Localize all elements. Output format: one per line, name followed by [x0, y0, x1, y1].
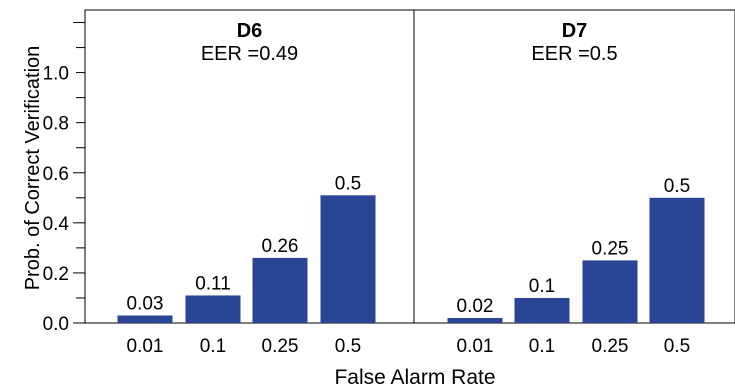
x-tick-label: 0.5	[335, 336, 361, 357]
bar-0.5	[649, 197, 705, 323]
y-tick-label: 0.8	[43, 114, 69, 135]
y-axis-label: Prob. of Correct Verification	[22, 46, 44, 291]
x-tick-label: 0.1	[200, 336, 226, 357]
bar-value-label: 0.1	[529, 276, 555, 297]
y-tick-label: 0.0	[43, 314, 69, 335]
bar-value-label: 0.5	[335, 173, 361, 194]
bar-value-label: 0.02	[457, 296, 494, 317]
x-tick-label: 0.1	[529, 336, 555, 357]
bar-0.01	[447, 317, 503, 323]
panel-subtitle: EER =0.5	[531, 43, 617, 65]
panel-frame-D7	[413, 9, 735, 324]
bar-0.1	[185, 295, 241, 323]
x-tick-label: 0.5	[664, 336, 690, 357]
bar-0.25	[582, 260, 638, 323]
bar-0.25	[252, 257, 308, 323]
bar-value-label: 0.11	[195, 273, 231, 294]
x-tick-label: 0.01	[127, 336, 164, 357]
y-tick-label: 0.6	[43, 164, 69, 185]
panel-title: D7	[562, 20, 588, 42]
bar-value-label: 0.26	[262, 236, 299, 257]
x-tick-label: 0.25	[592, 336, 629, 357]
bar-0.5	[320, 195, 376, 323]
bar-0.01	[117, 315, 173, 323]
x-tick-label: 0.01	[457, 336, 494, 357]
y-tick-label: 1.0	[43, 64, 69, 85]
panel-title: D6	[237, 20, 263, 42]
bar-value-label: 0.03	[127, 293, 164, 314]
y-tick-label: 0.2	[43, 264, 69, 285]
x-tick-label: 0.25	[262, 336, 299, 357]
x-axis-label: False Alarm Rate	[334, 366, 495, 389]
bar-0.1	[514, 297, 570, 323]
bar-value-label: 0.25	[592, 238, 629, 259]
bar-value-label: 0.5	[664, 176, 690, 197]
y-tick-label: 0.4	[43, 214, 70, 235]
panel-subtitle: EER =0.49	[201, 43, 298, 65]
